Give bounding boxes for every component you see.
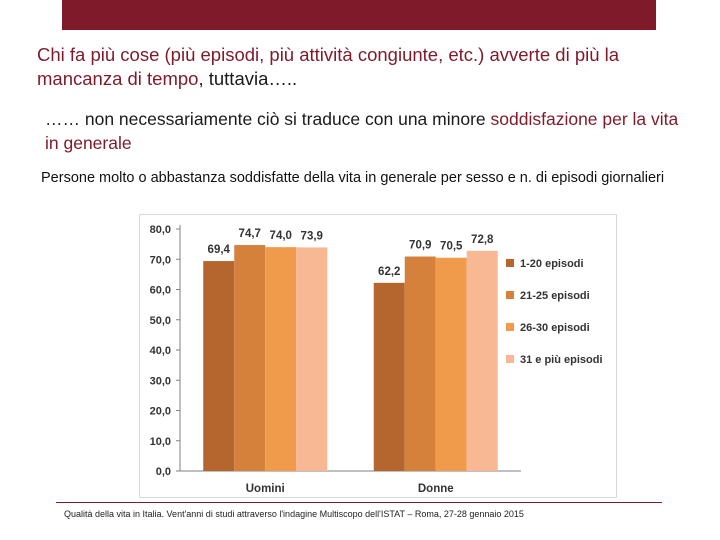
bar-chart: 0,0 10,0 20,0 30,0 40,0 50,0 60,0 70,0 80,0 69,4 7… (139, 214, 617, 498)
heading-text: Chi fa più cose (più episodi, più attivi… (37, 44, 620, 89)
y-tick-label: 0,0 (156, 466, 171, 478)
legend-swatch (506, 323, 514, 331)
bar-donne-2 (404, 256, 436, 471)
bar-uomini-2 (234, 245, 266, 471)
x-tick-label: Donne (418, 483, 454, 495)
y-tick-label: 10,0 (150, 436, 171, 448)
legend-label: 21-25 episodi (520, 290, 590, 302)
bar-donne-1 (373, 282, 405, 471)
y-tick-label: 80,0 (150, 224, 171, 236)
data-label: 70,9 (409, 240, 431, 252)
subheading-highlight: soddisfazione per la vita in generale (45, 109, 679, 153)
page-subheading: …… non necessariamente ciò si traduce co… (45, 107, 695, 155)
data-label: 73,9 (301, 230, 323, 242)
y-tick-label: 20,0 (150, 406, 171, 418)
y-tick-label: 60,0 (150, 285, 171, 297)
y-tick-label: 30,0 (150, 375, 171, 387)
legend-label: 31 e più episodi (520, 354, 603, 366)
data-label: 74,0 (270, 230, 292, 242)
bar-uomini-1 (203, 261, 235, 471)
data-label: 62,2 (378, 266, 400, 278)
bar-donne-3 (435, 257, 467, 471)
legend-label: 26-30 episodi (520, 322, 590, 334)
legend-swatch (506, 259, 514, 267)
subheading-text: …… non necessariamente ciò si traduce co… (45, 109, 491, 129)
y-tick-label: 70,0 (150, 254, 171, 266)
legend-swatch (506, 291, 514, 299)
data-label: 69,4 (208, 244, 231, 256)
page-heading: Chi fa più cose (più episodi, più attivi… (37, 43, 697, 91)
data-label: 74,7 (239, 228, 261, 240)
header-bar (62, 0, 656, 30)
legend-label: 1-20 episodi (520, 258, 584, 270)
y-tick-label: 50,0 (150, 315, 171, 327)
footer-text: Qualità della vita in Italia. Vent'anni … (64, 509, 524, 519)
x-tick-label: Uomini (246, 483, 285, 495)
y-tick-label: 40,0 (150, 345, 171, 357)
footer-divider (56, 502, 662, 503)
chart-caption: Persone molto o abbastanza soddisfatte d… (41, 170, 665, 186)
bar-uomini-4 (296, 247, 328, 471)
data-label: 70,5 (440, 241, 463, 253)
legend-swatch (506, 355, 514, 363)
chart-container: 0,0 10,0 20,0 30,0 40,0 50,0 60,0 70,0 80,0 69,4 7… (139, 214, 617, 498)
data-label: 72,8 (471, 234, 494, 246)
bar-donne-4 (466, 250, 498, 471)
bar-uomini-3 (265, 247, 297, 471)
heading-text-end: , tuttavia….. (198, 68, 298, 89)
